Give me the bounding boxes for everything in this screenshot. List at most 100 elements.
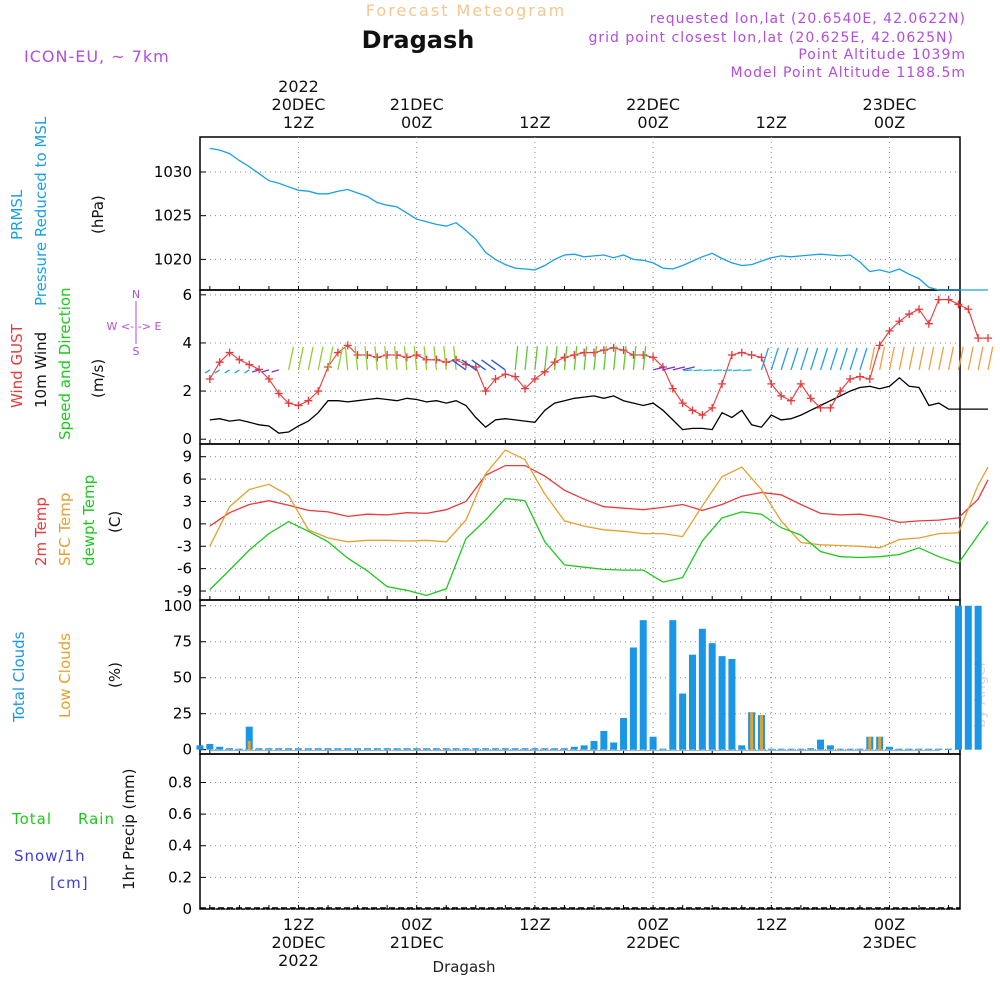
bottom-hour-label: 12Z bbox=[519, 915, 550, 934]
wind-arrow-icon bbox=[563, 346, 568, 370]
gust-plus-marker bbox=[737, 348, 746, 357]
total-cloud-bar bbox=[452, 748, 460, 750]
gust-plus-marker bbox=[373, 353, 382, 362]
gust-plus-marker bbox=[570, 350, 579, 359]
top-date-label: 21DEC bbox=[390, 95, 444, 114]
wind-arrow-icon bbox=[632, 346, 637, 370]
gust-plus-marker bbox=[521, 384, 530, 393]
total-cloud-bar bbox=[531, 748, 539, 750]
y-tick-label: 0.6 bbox=[168, 805, 192, 823]
wind-arrow-icon bbox=[800, 347, 809, 371]
wind-arrow-icon bbox=[682, 366, 695, 371]
total-cloud-bar bbox=[915, 748, 923, 750]
gust-plus-marker bbox=[255, 365, 264, 374]
wind-arrow-icon bbox=[987, 346, 994, 371]
bottom-year-label: 2022 bbox=[278, 951, 319, 970]
prmsl-line bbox=[209, 147, 988, 291]
total-cloud-bar bbox=[659, 748, 667, 750]
y-tick-label: 2 bbox=[182, 382, 192, 400]
wind-arrow-icon bbox=[403, 346, 408, 370]
panel-frame-4 bbox=[199, 599, 961, 755]
total-cloud-bar bbox=[649, 736, 657, 750]
wind-arrow-icon bbox=[453, 346, 457, 370]
label-total: Total bbox=[11, 810, 52, 828]
model-altitude: Model Point Altitude 1188.5m bbox=[731, 65, 966, 81]
wind-arrow-icon bbox=[742, 369, 752, 372]
total-cloud-bar bbox=[925, 748, 933, 750]
compass-west-east: W <-|-> E bbox=[107, 320, 162, 333]
wind-arrow-icon bbox=[790, 347, 799, 371]
gust-plus-marker bbox=[501, 370, 510, 379]
y-tick-label: 0 bbox=[182, 900, 192, 918]
wind-arrow-icon bbox=[977, 346, 984, 371]
y-tick-label: -3 bbox=[177, 537, 192, 555]
y-tick-label: 3 bbox=[182, 492, 192, 510]
wind-arrow-icon bbox=[770, 347, 779, 371]
wind-arrow-icon bbox=[849, 347, 858, 371]
panel-frame-3 bbox=[199, 443, 961, 601]
gust-plus-marker bbox=[688, 406, 697, 415]
total-cloud-bar bbox=[846, 748, 854, 750]
wind-arrow-icon bbox=[461, 359, 477, 371]
total-cloud-bar bbox=[728, 659, 736, 750]
total-cloud-bar bbox=[856, 748, 864, 750]
wind-arrow-icon bbox=[224, 369, 230, 374]
wind-arrow-icon bbox=[938, 346, 945, 371]
y-tick-label: 0.8 bbox=[168, 773, 192, 791]
wind-arrow-icon bbox=[879, 346, 886, 371]
total-cloud-bar bbox=[521, 748, 529, 750]
total-cloud-bar bbox=[807, 748, 815, 750]
total-cloud-bar bbox=[787, 748, 795, 750]
total-cloud-bar bbox=[590, 741, 598, 750]
wind-arrow-icon bbox=[374, 346, 378, 370]
gust-plus-marker bbox=[875, 341, 884, 350]
wind-arrow-icon bbox=[652, 366, 666, 371]
gust-plus-marker bbox=[836, 387, 845, 396]
label-hpa-unit: (hPa) bbox=[89, 195, 107, 234]
gust-plus-marker bbox=[855, 372, 864, 381]
bottom-hour-label: 12Z bbox=[283, 915, 314, 934]
total-cloud-bar bbox=[492, 748, 499, 750]
gust-plus-marker bbox=[954, 300, 963, 309]
wind-arrow-icon bbox=[780, 347, 789, 371]
total-cloud-bar bbox=[304, 748, 312, 750]
low-cloud-bar bbox=[750, 712, 754, 750]
total-cloud-bar bbox=[689, 654, 696, 750]
total-cloud-bar bbox=[797, 748, 805, 750]
bottom-date-label: 23DEC bbox=[863, 933, 917, 952]
total-cloud-bar bbox=[216, 746, 224, 750]
gust-plus-marker bbox=[757, 353, 766, 362]
gust-plus-marker bbox=[264, 375, 273, 384]
gridpoint-coords: grid point closest lon,lat (20.625E, 42.… bbox=[588, 30, 954, 46]
gust-plus-marker bbox=[718, 379, 727, 388]
y-tick-label: 6 bbox=[182, 470, 192, 488]
dewpoint-line bbox=[209, 497, 989, 597]
total-cloud-bar bbox=[363, 748, 371, 750]
gust-plus-marker bbox=[422, 355, 431, 364]
gust-plus-marker bbox=[402, 353, 411, 362]
gust-plus-marker bbox=[580, 348, 589, 357]
y-tick-label: 1025 bbox=[154, 207, 192, 225]
label-c-unit: (C) bbox=[106, 511, 124, 533]
wind-arrow-icon bbox=[261, 369, 270, 373]
wind-arrow-icon bbox=[683, 369, 693, 372]
label-2m-temp: 2m Temp bbox=[32, 497, 50, 566]
total-cloud-bar bbox=[610, 742, 618, 750]
top-date-label: 23DEC bbox=[863, 95, 917, 114]
wind-arrow-icon bbox=[839, 347, 848, 371]
wind-arrow-icon bbox=[703, 369, 713, 372]
gust-plus-marker bbox=[806, 394, 815, 403]
gust-plus-marker bbox=[225, 348, 234, 357]
total-cloud-bar bbox=[245, 726, 253, 750]
total-cloud-bar bbox=[334, 748, 342, 750]
sfc-temp-line bbox=[209, 449, 989, 549]
gust-plus-marker bbox=[984, 334, 992, 343]
wind-arrow-icon bbox=[829, 347, 839, 371]
wind-arrow-icon bbox=[732, 369, 742, 372]
total-cloud-bar bbox=[738, 745, 746, 750]
wind-arrow-icon bbox=[967, 346, 974, 371]
top-year-label: 2022 bbox=[278, 77, 319, 96]
gust-plus-marker bbox=[787, 396, 795, 405]
total-cloud-bar bbox=[817, 739, 825, 750]
